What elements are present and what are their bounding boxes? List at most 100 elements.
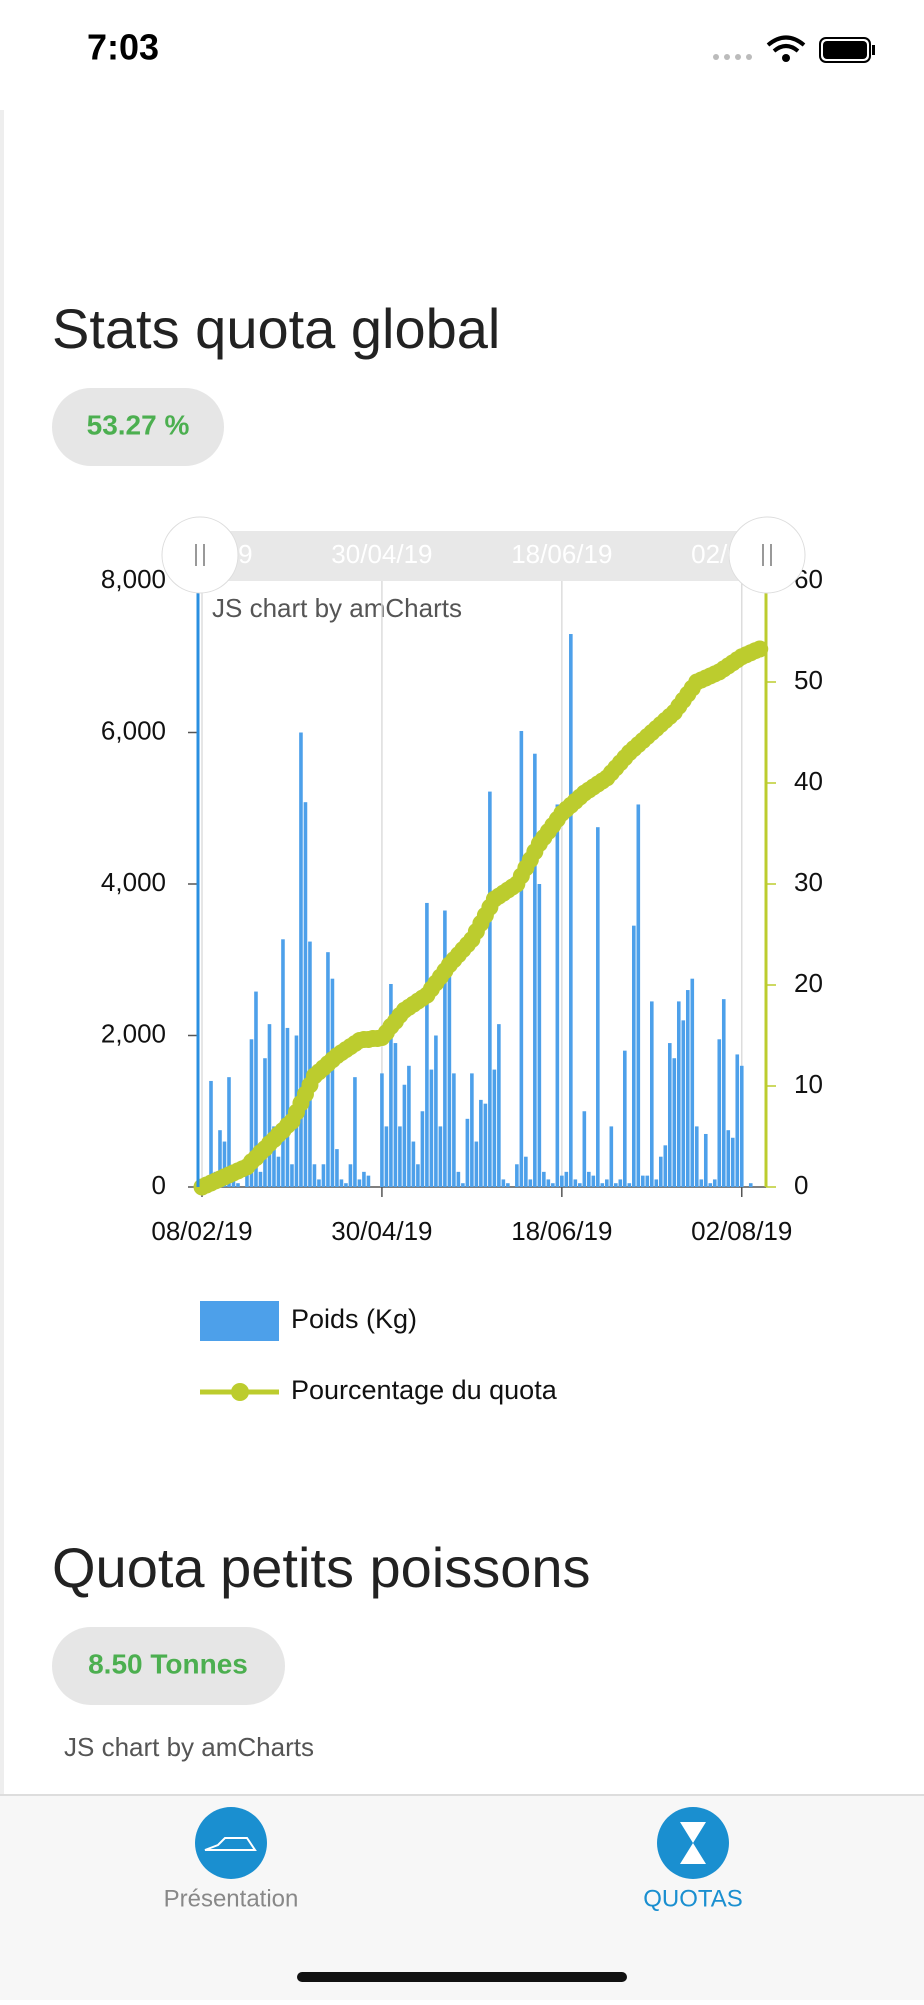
bar: [357, 1179, 362, 1187]
section-title: Quota petits poissons: [52, 1536, 591, 1599]
legend-label: Pourcentage du quota: [291, 1375, 558, 1405]
bar: [429, 1069, 434, 1187]
bar: [663, 1145, 668, 1187]
bar: [353, 1077, 357, 1187]
bar: [605, 1179, 609, 1187]
bar: [317, 1179, 321, 1187]
bar: [632, 925, 636, 1187]
tab-bar: [0, 1795, 924, 2000]
y2-tick-label: 50: [794, 665, 823, 695]
bar: [627, 1183, 632, 1187]
x-tick-label: 08/02/19: [151, 1216, 252, 1246]
tab-quotas[interactable]: QUOTAS: [643, 1807, 743, 1912]
bar: [362, 1171, 366, 1187]
bar: [416, 1164, 420, 1187]
bar: [614, 1183, 618, 1187]
tab-presentation[interactable]: Présentation: [164, 1807, 299, 1912]
bar: [236, 1183, 240, 1187]
plot: 08/02/19 30/04/19 18/06/19 02/08/1902,0004,…: [101, 564, 823, 1405]
bar: [407, 1065, 411, 1187]
bar: [447, 959, 452, 1187]
y-tick-label: 0: [152, 1170, 166, 1200]
bar: [555, 804, 560, 1187]
status-icons: [713, 35, 875, 63]
bar: [582, 1111, 587, 1187]
bar: [344, 1183, 348, 1187]
bar: [726, 1130, 731, 1187]
line-point: [751, 640, 769, 658]
bar: [308, 941, 312, 1187]
bar: [672, 1058, 677, 1187]
scrollbar[interactable]: [200, 531, 767, 581]
x-tick-label: 02/08/19: [691, 1216, 792, 1246]
bar: [303, 802, 308, 1187]
bar: [748, 1183, 753, 1187]
bar: [533, 753, 537, 1187]
bar: [569, 634, 573, 1187]
bar: [524, 1156, 528, 1187]
bar: [488, 791, 492, 1187]
home-indicator: [297, 1972, 627, 1982]
tab-label: QUOTAS: [643, 1885, 743, 1912]
bar: [452, 1073, 456, 1187]
legend-label: Poids (Kg): [291, 1304, 417, 1334]
bar: [272, 1126, 276, 1187]
bar: [267, 1024, 272, 1187]
bar: [560, 1175, 564, 1187]
bar: [600, 1183, 605, 1187]
bar: [461, 1183, 465, 1187]
scrollbar-label: 30/04/19: [331, 539, 432, 569]
bar: [398, 1126, 402, 1187]
y2-tick-label: 20: [794, 968, 823, 998]
badge-text: 8.50 Tonnes: [88, 1648, 248, 1679]
watermark: JS chart by amCharts: [64, 1732, 314, 1762]
bar: [497, 1024, 501, 1187]
bar: [281, 939, 285, 1187]
bar: [667, 1043, 672, 1187]
badge: [52, 1627, 285, 1705]
bar: [730, 1137, 735, 1187]
x-tick-label: 18/06/19: [511, 1216, 612, 1246]
bar: [596, 827, 600, 1187]
bar: [658, 1156, 663, 1187]
bar: [578, 1183, 582, 1187]
bar: [321, 1164, 326, 1187]
bar: [312, 1164, 317, 1187]
bar: [501, 1179, 506, 1187]
bar: [335, 1149, 339, 1187]
bar: [299, 732, 303, 1187]
bar: [650, 1001, 654, 1187]
bar: [425, 902, 429, 1187]
bar: [231, 1179, 236, 1187]
bar: [587, 1171, 591, 1187]
bar: [339, 1179, 344, 1187]
bar: [348, 1164, 353, 1187]
bar: [685, 990, 690, 1187]
bar: [618, 1179, 623, 1187]
y2-tick-label: 30: [794, 867, 823, 897]
bar: [209, 1080, 213, 1187]
bar: [735, 1054, 740, 1187]
bar: [258, 1171, 263, 1187]
bar: [573, 1179, 578, 1187]
y2-tick-label: 10: [794, 1069, 823, 1099]
bar: [528, 1179, 533, 1187]
bar: [456, 1171, 461, 1187]
bar: [694, 1126, 699, 1187]
bar: [537, 884, 542, 1187]
bar: [699, 1179, 704, 1187]
bar: [402, 1084, 407, 1187]
bar: [479, 1099, 483, 1187]
bar: [551, 1183, 555, 1187]
scroll-handle-left[interactable]: [161, 516, 239, 594]
watermark: JS chart by amCharts: [212, 593, 462, 623]
bar: [676, 1001, 681, 1187]
scrollbar-label: 18/06/19: [511, 539, 612, 569]
scroll-handle-right[interactable]: [728, 516, 806, 594]
bar: [380, 1073, 384, 1187]
bar: [249, 1039, 254, 1187]
bar: [712, 1179, 717, 1187]
bar: [721, 999, 726, 1187]
bar: [443, 910, 447, 1187]
